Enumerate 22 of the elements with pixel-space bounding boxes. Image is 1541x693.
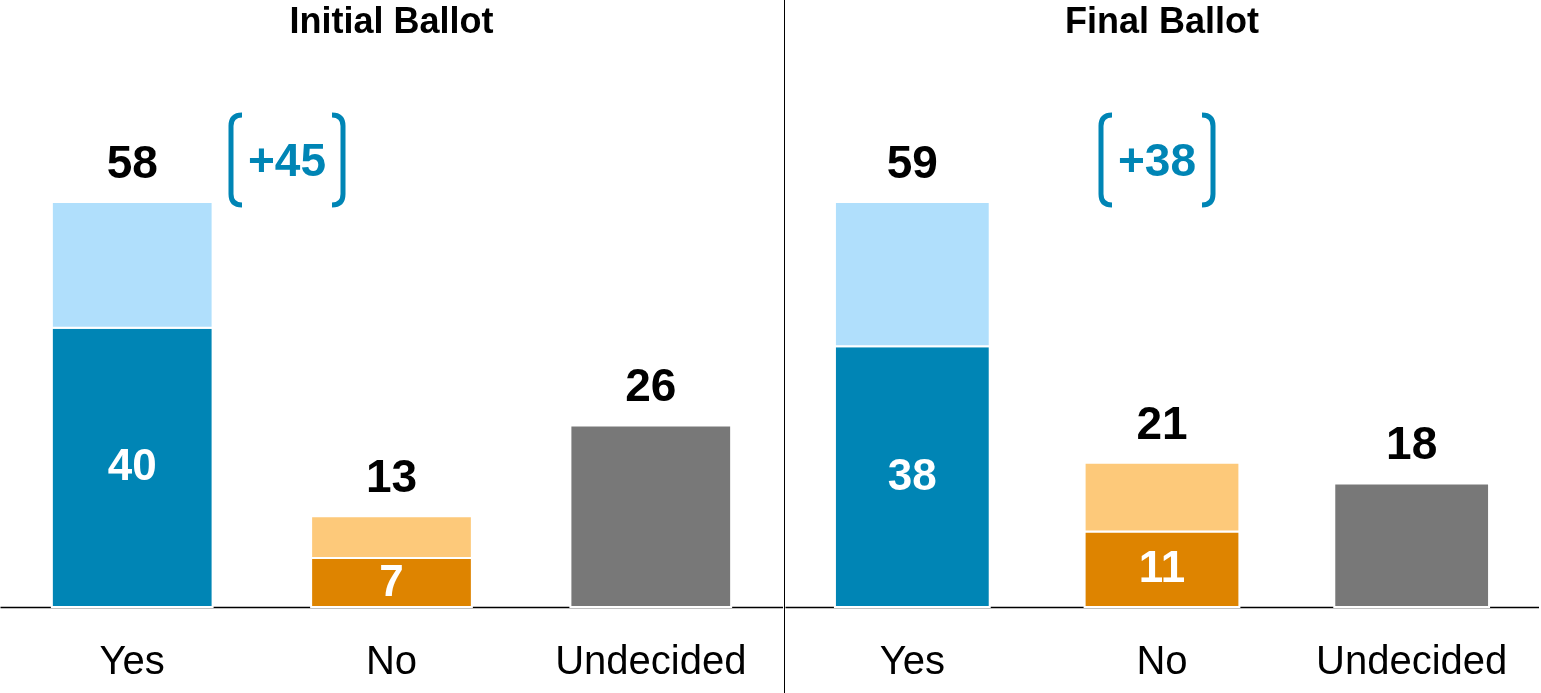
x-tick-label: No (1136, 637, 1188, 682)
total-label: 13 (365, 450, 418, 503)
x-tick-label: Yes (99, 637, 165, 682)
text: +45 (247, 133, 328, 187)
total-label: 59 (886, 136, 938, 188)
chart-title: Initial Ballot (289, 0, 494, 41)
text: +38 (1117, 133, 1198, 187)
data-label: 38 (887, 449, 937, 499)
total-label: 26 (625, 359, 677, 412)
data-label: 11 (1138, 542, 1186, 592)
bar (1333, 482, 1491, 608)
data-label: 40 (107, 440, 157, 490)
total-label: 18 (1386, 417, 1438, 470)
x-tick-label: No (365, 637, 418, 682)
x-tick-label: Undecided (555, 637, 747, 682)
data-label: 7 (379, 555, 404, 605)
x-tick-label: Yes (879, 637, 945, 682)
x-tick-label: Undecided (1316, 637, 1508, 682)
chart-title: Final Ballot (1064, 0, 1260, 41)
total-label: 21 (1136, 396, 1188, 449)
bar (569, 424, 733, 608)
total-label: 58 (106, 136, 158, 188)
